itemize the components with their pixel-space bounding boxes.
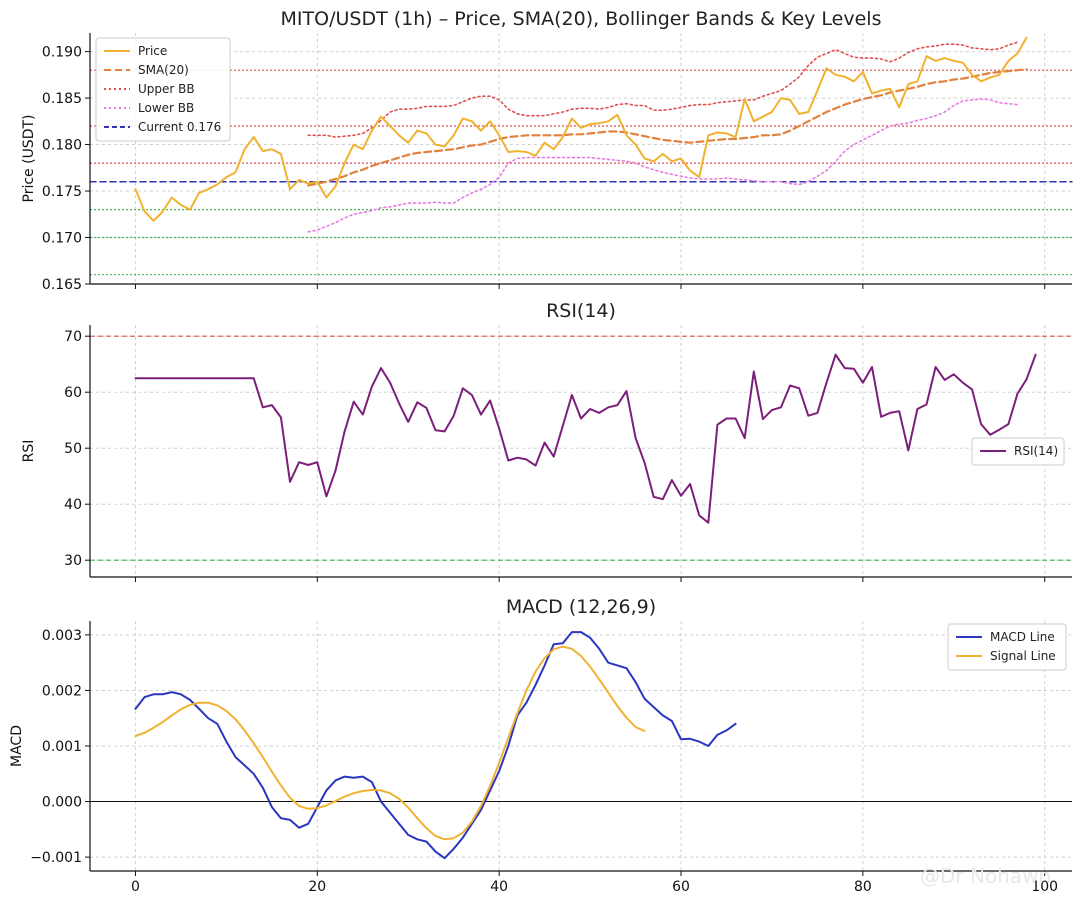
y-tick-label: 0.000 bbox=[42, 795, 82, 811]
legend: RSI(14) bbox=[971, 437, 1065, 466]
chart-title: RSI(14) bbox=[546, 300, 616, 322]
y-tick-label: 0.170 bbox=[42, 231, 82, 247]
y-tick-label: −0.001 bbox=[30, 850, 82, 866]
legend-box bbox=[95, 37, 231, 142]
chart-title: MACD (12,26,9) bbox=[506, 596, 656, 618]
y-tick-label: 40 bbox=[64, 497, 82, 513]
legend: MACD Line Signal Line bbox=[947, 623, 1067, 671]
y-tick-label: 0.002 bbox=[42, 683, 82, 699]
y-tick-label: 70 bbox=[64, 329, 82, 345]
panels: MITO/USDT (1h) – Price, SMA(20), Bolling… bbox=[9, 8, 1073, 895]
y-tick-label: 0.001 bbox=[42, 739, 82, 755]
chart-title: MITO/USDT (1h) – Price, SMA(20), Bolling… bbox=[281, 8, 882, 30]
legend-label: Current 0.176 bbox=[138, 120, 221, 134]
x-tick-label: 80 bbox=[854, 879, 872, 895]
y-tick-label: 60 bbox=[64, 385, 82, 401]
panel-1: MITO/USDT (1h) – Price, SMA(20), Bolling… bbox=[21, 8, 1073, 293]
series-line-signal-line bbox=[134, 645, 646, 841]
y-tick-label: 0.003 bbox=[42, 628, 82, 644]
x-tick-label: 40 bbox=[490, 879, 508, 895]
x-tick-label: 60 bbox=[672, 879, 690, 895]
y-tick-label: 50 bbox=[64, 441, 82, 457]
x-tick-label: 100 bbox=[1031, 879, 1058, 895]
y-tick-label: 0.165 bbox=[42, 277, 82, 293]
watermark: @Dr Nohawn bbox=[920, 864, 1051, 888]
legend-label: Signal Line bbox=[990, 649, 1056, 663]
legend-label: Lower BB bbox=[138, 101, 194, 115]
series-line-rsi-14 bbox=[134, 353, 1037, 524]
legend-label: SMA(20) bbox=[138, 63, 189, 77]
legend: Price SMA(20) Upper BB Lower BB Current 0.17… bbox=[95, 37, 231, 142]
legend-box bbox=[947, 623, 1067, 671]
series-line-macd-line bbox=[134, 631, 737, 860]
legend-label: Upper BB bbox=[138, 82, 195, 96]
x-tick-label: 0 bbox=[131, 879, 140, 895]
panel-2: RSI(14) RSI 30 40 50 60 70 RSI(14) bbox=[21, 300, 1072, 582]
y-tick-label: 0.190 bbox=[42, 45, 82, 61]
legend-label: MACD Line bbox=[990, 630, 1055, 644]
panel-3: MACD (12,26,9) MACD −0.001 0.000 0.001 0.002 0… bbox=[9, 596, 1072, 895]
legend-label: RSI(14) bbox=[1014, 444, 1058, 458]
y-tick-label: 0.175 bbox=[42, 184, 82, 200]
series-line-lower-bb bbox=[307, 98, 1019, 233]
legend-box bbox=[971, 437, 1065, 466]
y-tick-label: 30 bbox=[64, 553, 82, 569]
x-tick-label: 20 bbox=[308, 879, 326, 895]
series-line-price bbox=[134, 36, 1028, 222]
y-axis-label: Price (USDT) bbox=[21, 115, 37, 203]
legend-label: Price bbox=[138, 44, 167, 58]
y-axis-label: RSI bbox=[21, 440, 37, 463]
y-tick-label: 0.180 bbox=[42, 138, 82, 154]
y-axis-label: MACD bbox=[9, 725, 25, 767]
series-line-upper-bb bbox=[307, 41, 1019, 138]
y-tick-label: 0.185 bbox=[42, 91, 82, 107]
